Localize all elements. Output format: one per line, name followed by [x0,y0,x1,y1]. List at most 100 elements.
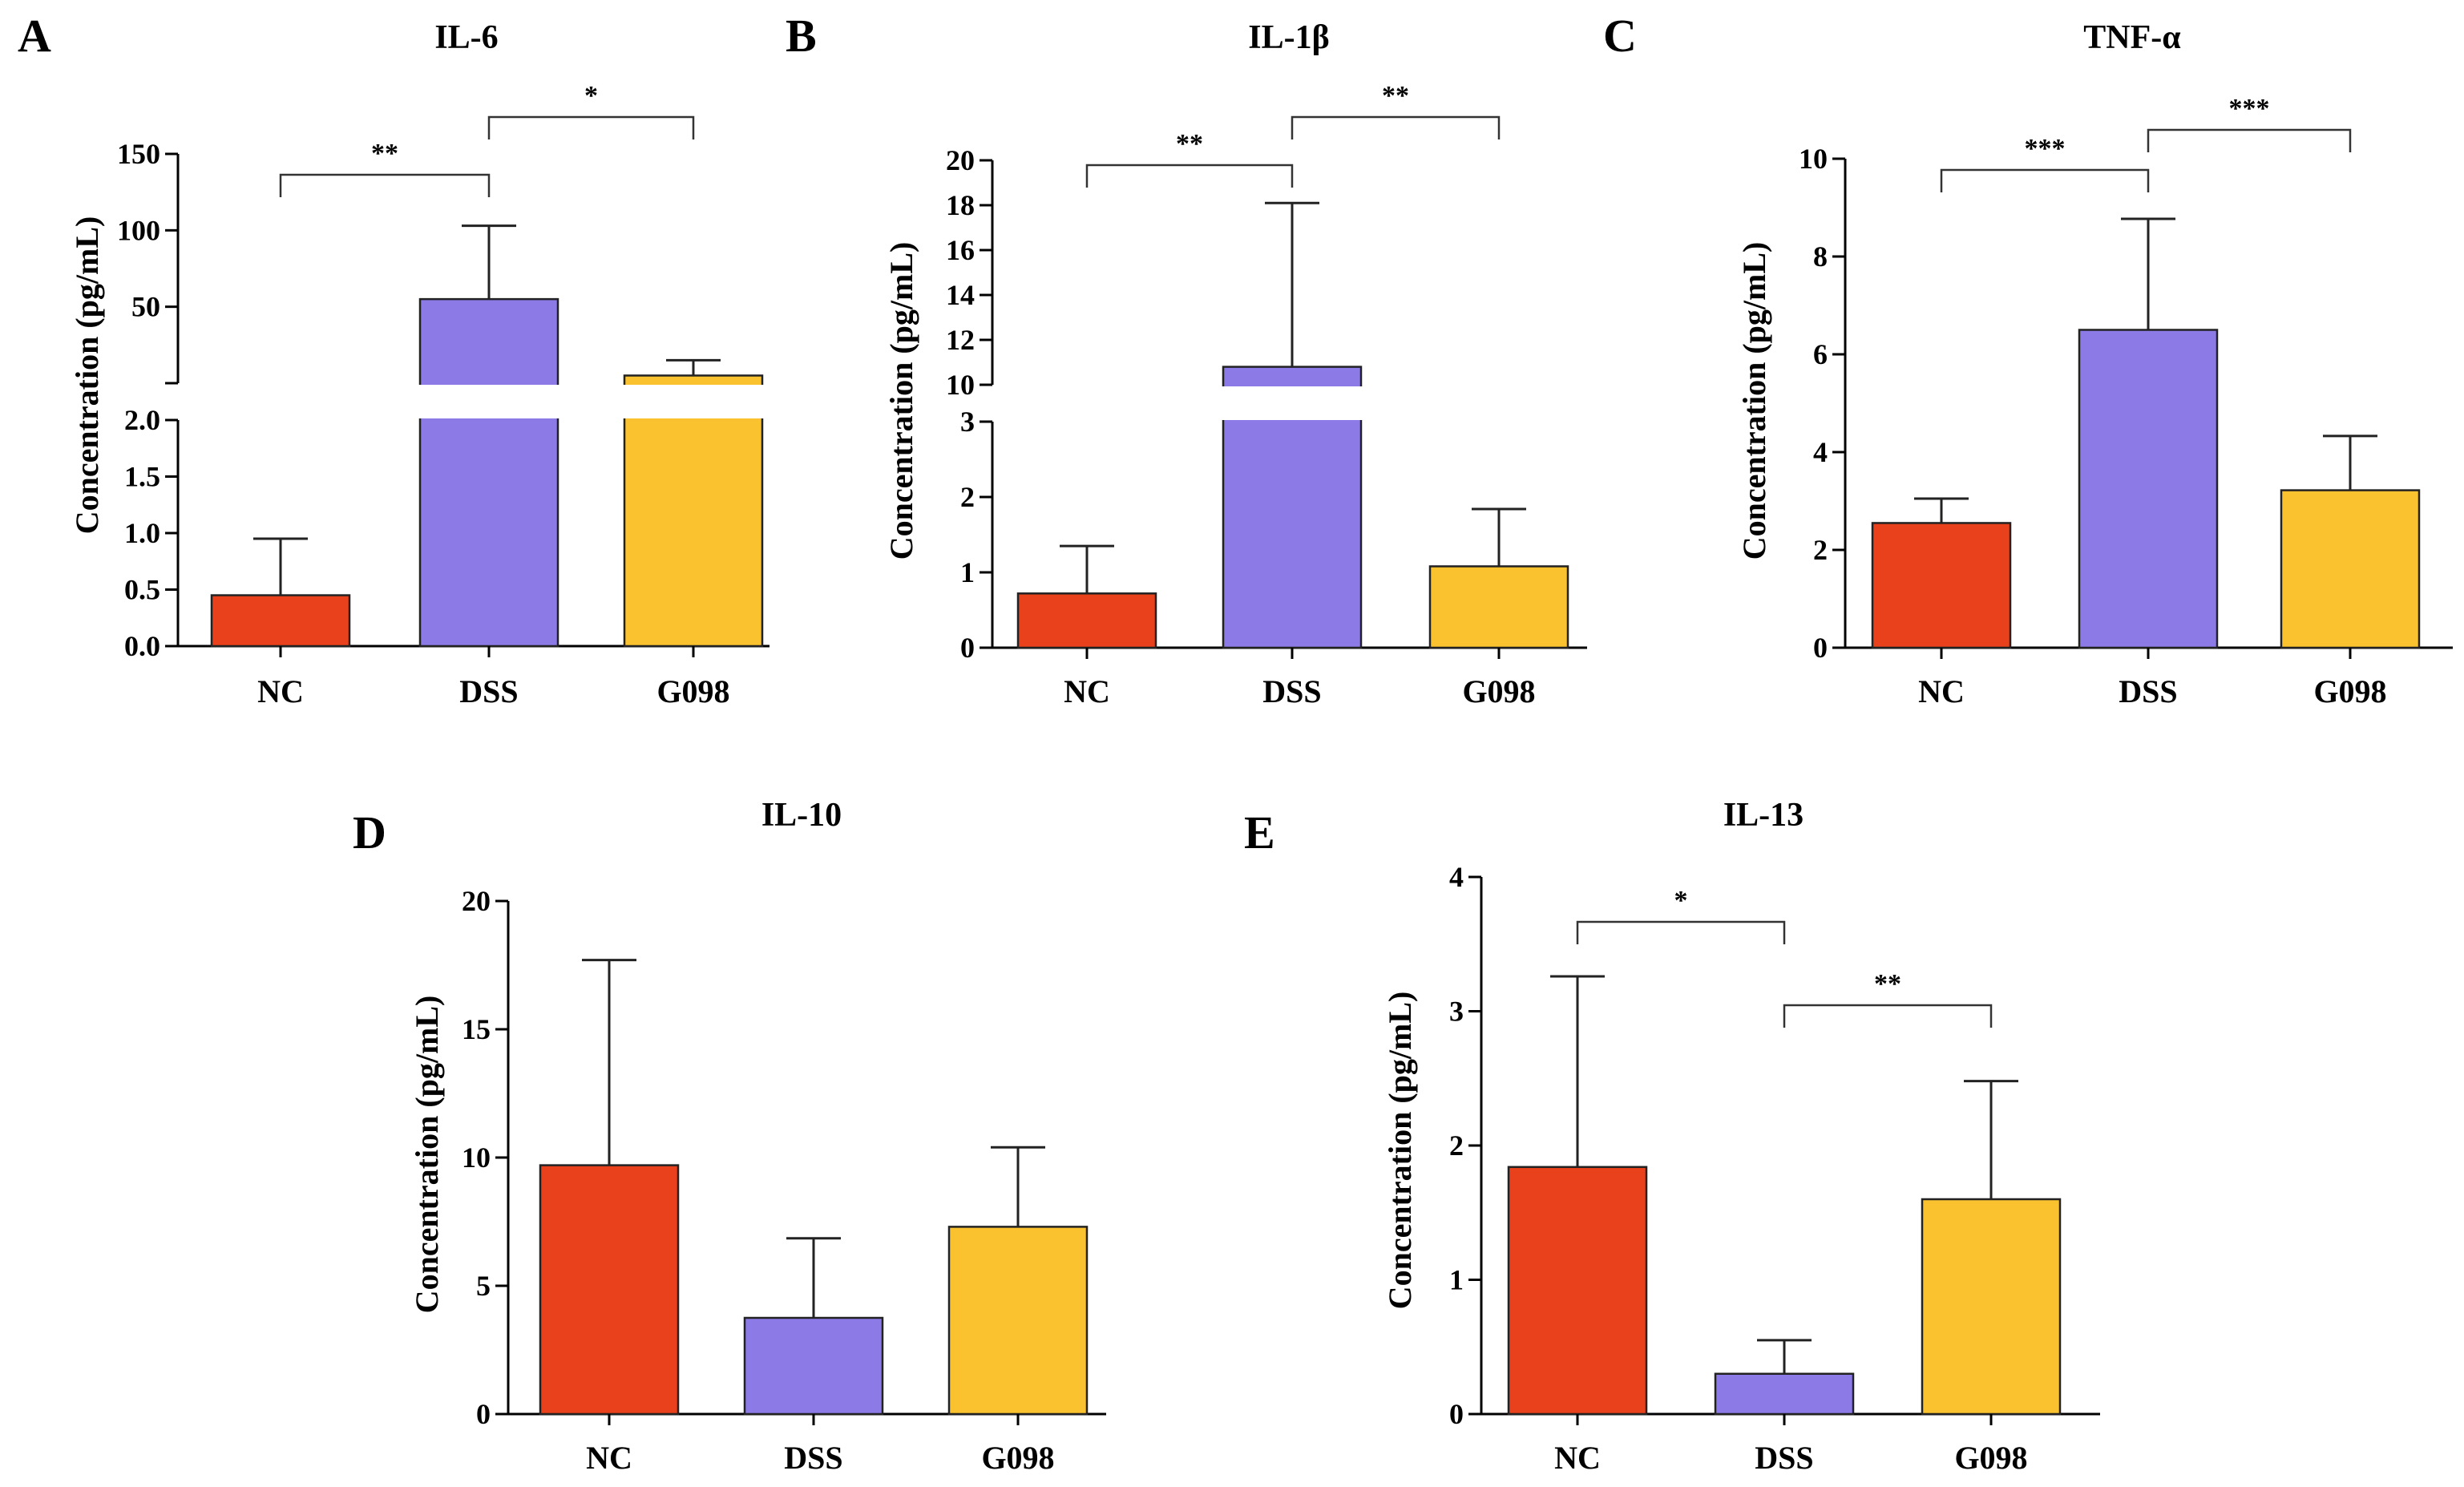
y-tick-label: 15 [462,1013,491,1045]
x-tick-label: G098 [1462,673,1535,709]
bar [1714,1372,1855,1416]
panel-letter: D [353,806,386,859]
y-axis-label: Concentration (pg/mL) [69,216,105,535]
y-tick-label: 50 [131,291,160,323]
axis-break-gap [418,385,560,418]
y-tick-label: 100 [117,214,160,246]
y-tick-label: 12 [946,324,975,356]
x-tick-label: NC [1064,673,1110,709]
significance-label: * [1674,886,1688,915]
bar [947,1226,1089,1416]
y-tick-label: 3 [1449,996,1464,1028]
significance-bracket [279,173,491,197]
bar [1016,592,1157,649]
y-tick-label: 8 [1813,240,1828,273]
significance-label: * [584,81,598,111]
panel-b: B IL-1β Concentration (pg/mL) 0123101214… [786,10,1587,709]
y-tick-label: 2.0 [124,404,160,436]
significance-label: ** [1176,129,1203,159]
significance-bracket [1291,115,1501,139]
y-tick-label: 2 [1813,534,1828,566]
panel-letter: E [1244,806,1275,859]
y-tick-label: 20 [462,885,491,917]
significance-bracket [1576,920,1786,944]
bar [1507,1166,1648,1416]
y-tick-label: 1 [960,556,975,588]
y-tick-label: 6 [1813,338,1828,370]
y-axis-label: Concentration (pg/mL) [409,996,445,1314]
y-tick-label: 16 [946,234,975,266]
y-tick-label: 1 [1449,1264,1464,1296]
chart-title: IL-1β [1248,19,1329,56]
y-tick-label: 10 [1799,143,1828,175]
panel-d: D IL-10 Concentration (pg/mL) 0 5 10 15 20 NC… [353,797,1106,1476]
y-tick-label: 10 [462,1142,491,1174]
panel-a: A IL-6 Concentration (pg/mL) 0.0 0.5 1.0 1.… [18,10,769,709]
y-tick-label: 1.5 [124,461,160,493]
y-tick-label: 10 [946,369,975,401]
y-tick-label: 1.0 [124,517,160,549]
bar [1921,1198,2062,1416]
panel-letter: B [786,10,817,62]
panel-letter: C [1603,10,1637,62]
bar [2078,329,2219,649]
axis-break-gap [1221,386,1363,420]
y-tick-label: 5 [476,1270,491,1302]
x-tick-label: DSS [1262,673,1321,709]
y-axis-label: Concentration (pg/mL) [1736,242,1772,560]
y-tick-label: 3 [960,406,975,438]
x-tick-label: G098 [656,673,729,709]
x-tick-label: DSS [784,1440,842,1476]
x-tick-label: G098 [981,1440,1054,1476]
x-tick-label: NC [586,1440,632,1476]
x-tick-label: DSS [459,673,518,709]
bar [418,297,559,648]
x-tick-label: DSS [1755,1440,1813,1476]
y-axis-label: Concentration (pg/mL) [883,242,919,560]
bar [1428,565,1569,649]
x-tick-label: NC [257,673,304,709]
y-tick-label: 2 [960,481,975,513]
x-tick-label: NC [1554,1440,1601,1476]
bar [743,1316,884,1416]
y-tick-label: 18 [946,189,975,221]
significance-label: *** [2025,134,2066,164]
significance-bracket [2147,128,2352,152]
significance-bracket [1940,168,2150,192]
panel-e: E IL-13 Concentration (pg/mL) 0 1 2 3 4 NC DSS… [1244,797,2100,1476]
y-tick-label: 0.5 [124,574,160,606]
bar [210,594,351,648]
significance-label: *** [2229,94,2270,123]
y-tick-label: 2 [1449,1129,1464,1162]
y-tick-label: 0 [476,1398,491,1430]
x-tick-label: G098 [2313,673,2386,709]
y-tick-label: 4 [1813,436,1828,468]
bar [2280,489,2421,649]
significance-bracket [487,115,695,139]
bar [539,1164,680,1416]
y-tick-label: 0 [1449,1398,1464,1430]
panel-c: C TNF-α Concentration (pg/mL) 0 2 4 6 8 10 NC D… [1603,10,2453,709]
significance-bracket [1085,164,1294,188]
y-tick-label: 0.0 [124,630,160,662]
chart-title: IL-13 [1723,797,1804,834]
y-axis-label: Concentration (pg/mL) [1382,992,1418,1310]
panel-letter: A [18,10,51,62]
x-tick-label: DSS [2119,673,2177,709]
axis-break-gap [622,385,765,418]
x-tick-label: G098 [1954,1440,2027,1476]
significance-label: ** [371,139,398,168]
significance-label: ** [1382,81,1409,111]
significance-label: ** [1874,969,1901,999]
y-tick-label: 4 [1449,861,1464,893]
x-tick-label: NC [1918,673,1965,709]
y-tick-label: 0 [1813,632,1828,664]
significance-bracket [1783,1004,1993,1028]
bar [1871,522,2012,649]
y-tick-label: 14 [946,279,975,311]
y-tick-label: 0 [960,632,975,664]
bar [623,374,764,648]
y-tick-label: 20 [946,144,975,176]
chart-title: TNF-α [2083,19,2181,56]
